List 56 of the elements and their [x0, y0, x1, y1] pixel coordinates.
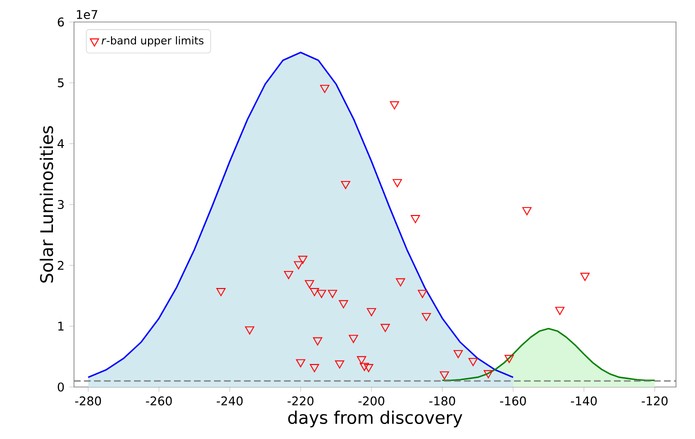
- point: [392, 179, 402, 188]
- x-tick-label: -280: [75, 396, 101, 406]
- point: [484, 370, 493, 378]
- point: [216, 288, 226, 296]
- point: [454, 350, 463, 358]
- point: [390, 101, 400, 110]
- point: [440, 371, 450, 380]
- point: [313, 337, 322, 346]
- point: [468, 358, 478, 366]
- x-tick-label: -140: [570, 396, 597, 406]
- y-axis-title: Solar Luminosities: [40, 126, 54, 283]
- y-tick-label: 4: [58, 139, 64, 148]
- point: [310, 364, 320, 372]
- y-tick-label: 1: [58, 322, 64, 331]
- point: [380, 324, 390, 332]
- y-tick-label: 5: [58, 78, 64, 88]
- x-tick-label: -240: [216, 396, 243, 406]
- y-tick-label: 2: [58, 260, 64, 270]
- point: [504, 354, 514, 364]
- point: [356, 356, 366, 364]
- point: [320, 84, 330, 93]
- x-tick-label: -260: [146, 396, 172, 406]
- point: [294, 261, 304, 270]
- point: [296, 359, 306, 368]
- point: [334, 360, 344, 369]
- y-tick-label: 0: [58, 382, 64, 392]
- x-tick-label: -160: [500, 396, 526, 406]
- point: [366, 308, 376, 316]
- point: [284, 270, 294, 280]
- y-tick-label: 3: [58, 200, 64, 210]
- point: [298, 256, 308, 264]
- point: [422, 312, 431, 322]
- point: [410, 215, 420, 224]
- point: [245, 326, 254, 334]
- point: [580, 272, 590, 281]
- point: [338, 300, 348, 308]
- x-tick-label: -120: [642, 396, 668, 406]
- x-tick-label: -200: [358, 396, 384, 406]
- point: [340, 180, 350, 190]
- point: [364, 364, 374, 372]
- x-tick-label: -180: [429, 396, 456, 406]
- point: [310, 288, 320, 296]
- y-tick-label: 6: [58, 17, 64, 27]
- x-axis-title: days from discovery: [288, 410, 462, 428]
- x-tick-label: -220: [288, 396, 314, 406]
- text: 1e7: [76, 10, 98, 20]
- point: [555, 306, 564, 316]
- point: [304, 280, 314, 288]
- point: [328, 290, 338, 298]
- point: [418, 290, 428, 298]
- point: [396, 278, 406, 286]
- point: [360, 362, 370, 371]
- point: [522, 207, 532, 216]
- point: [348, 334, 358, 343]
- legend-label: r-band upper limits: [102, 36, 204, 47]
- point: [316, 290, 326, 298]
